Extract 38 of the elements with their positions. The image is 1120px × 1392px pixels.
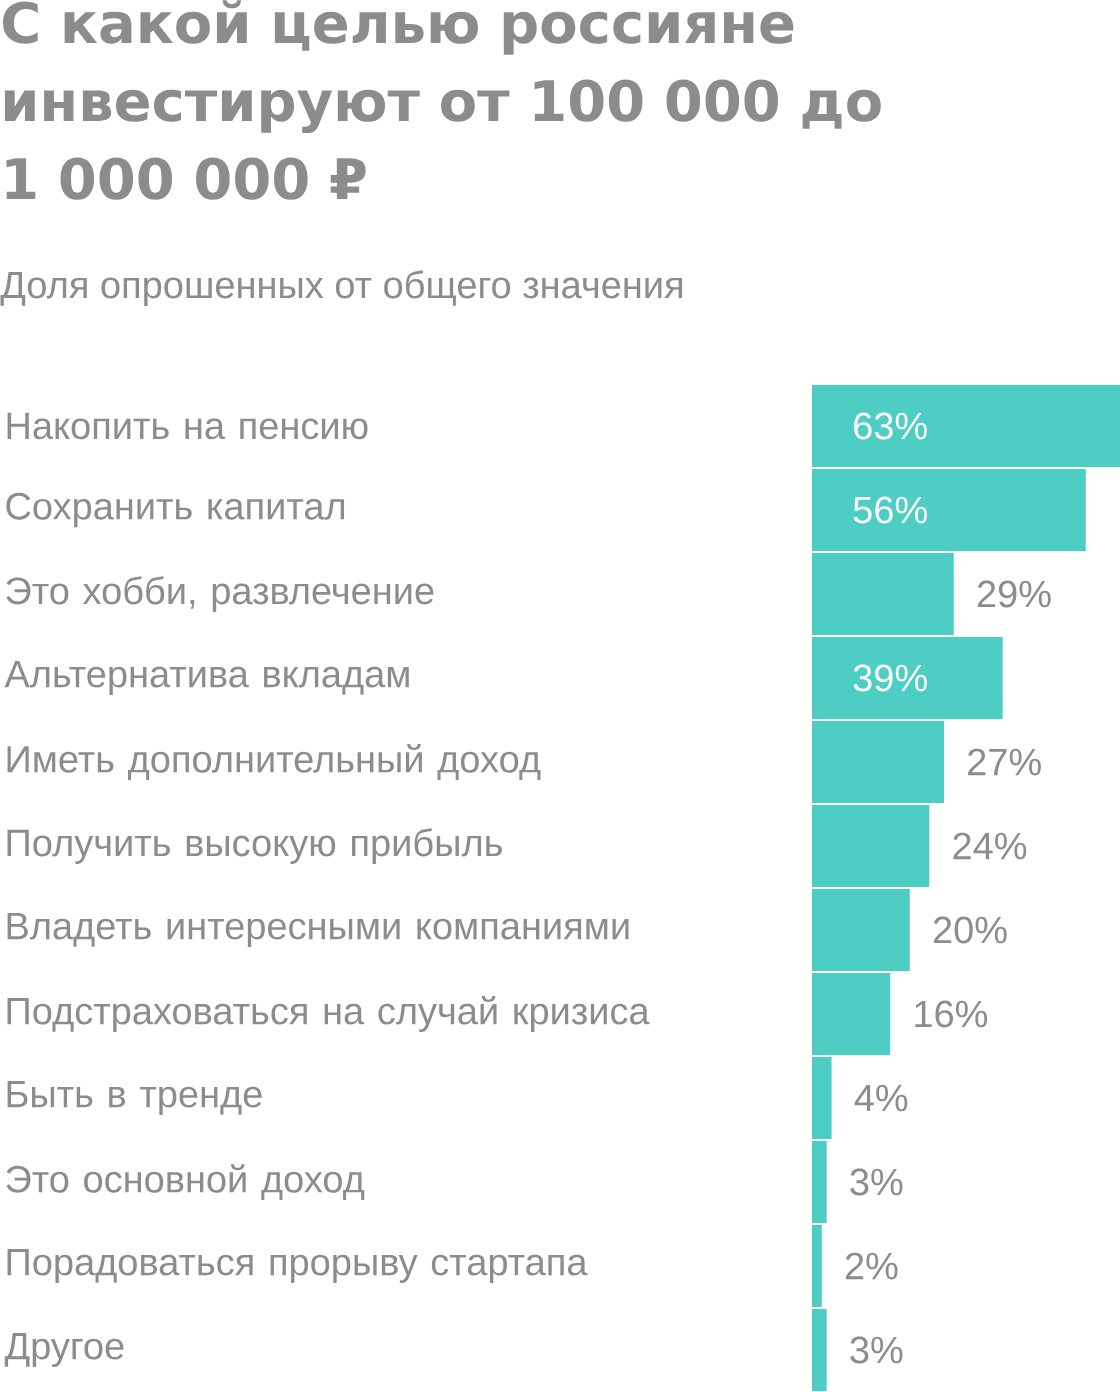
y-tick-label: Получить высокую прибыль (7, 828, 502, 864)
data-label: 56% (853, 496, 927, 524)
bar (812, 805, 930, 888)
y-tick-label: Сохранить капитал (6, 492, 345, 528)
bar (812, 1309, 827, 1392)
bar (812, 469, 1086, 552)
text: Доля опрошенных от общего значения (0, 270, 682, 306)
bar (812, 637, 1003, 720)
y-tick-label: Другое (4, 1332, 124, 1368)
bar (812, 553, 954, 636)
y-tick-label: Иметь дополнительный доход (7, 744, 541, 780)
chart-title: С какой целью россияне инвестируют от 100 000 до 1 000 000 ₽ (2, 0, 881, 200)
bar (812, 1057, 832, 1140)
data-label: 39% (853, 664, 927, 692)
y-tick-label: Накопить на пенсию (7, 412, 368, 440)
data-label: 3% (850, 1168, 903, 1196)
bar (812, 973, 891, 1056)
y-tick-label: Владеть интересными компаниями (7, 912, 629, 948)
data-label: 2% (845, 1252, 898, 1280)
data-label: 3% (850, 1336, 903, 1364)
bar (812, 385, 1120, 468)
data-label: 27% (968, 748, 1041, 776)
data-label: 20% (933, 916, 1007, 944)
data-label: 29% (977, 580, 1051, 608)
bar (812, 889, 910, 972)
data-label: 24% (953, 832, 1027, 860)
bar (812, 1141, 827, 1224)
bar (812, 1225, 822, 1308)
y-tick-label: Быть в тренде (7, 1080, 262, 1116)
y-tick-label: Это основной доход (6, 1164, 365, 1200)
data-label: 63% (854, 412, 927, 440)
y-tick-label: Альтернатива вкладам (4, 660, 409, 696)
y-tick-label: Это хобби, развлечение (6, 576, 434, 612)
bar (812, 721, 944, 804)
y-tick-label: Подстраховаться на случай кризиса (7, 995, 650, 1033)
y-tick-label: Порадоваться прорыву стартапа (7, 1248, 588, 1284)
data-label: 4% (854, 1084, 908, 1112)
data-label: 16% (915, 1000, 988, 1028)
